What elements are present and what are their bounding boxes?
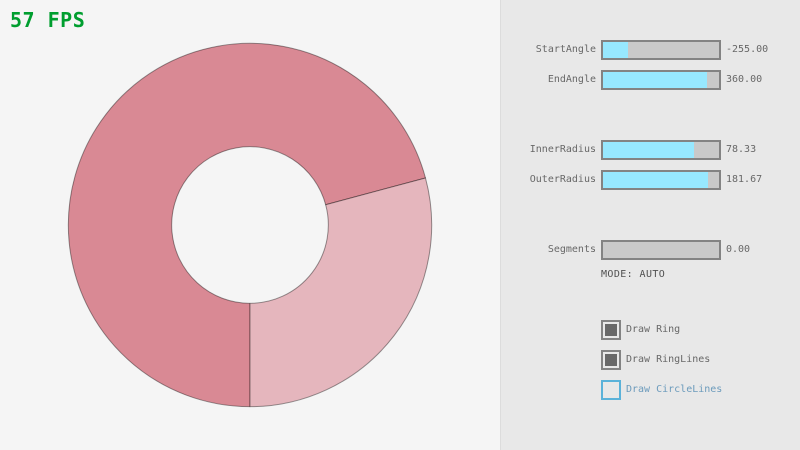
end-angle-label: EndAngle <box>547 74 596 85</box>
inner-radius-row: InnerRadius 78.33 <box>501 140 800 160</box>
draw-circlelines-checkbox[interactable] <box>601 380 621 400</box>
draw-ring-row: Draw Ring <box>501 320 800 340</box>
end-angle-value: 360.00 <box>726 74 763 85</box>
inner-radius-label: InnerRadius <box>529 144 596 155</box>
fps-counter: 57 FPS <box>10 8 86 32</box>
segments-value: 0.00 <box>726 244 751 255</box>
end-angle-row: EndAngle 360.00 <box>501 70 800 90</box>
segments-row: Segments 0.00 <box>501 240 800 260</box>
start-angle-label: StartAngle <box>535 44 596 55</box>
outer-radius-slider-fill <box>603 172 709 188</box>
controls-panel: StartAngle -255.00 EndAngle 360.00 Inner… <box>500 0 800 450</box>
outer-radius-row: OuterRadius 181.67 <box>501 170 800 190</box>
outer-radius-slider[interactable] <box>601 170 721 190</box>
draw-ring-checkmark <box>605 324 617 336</box>
inner-radius-slider-fill <box>603 142 694 158</box>
outer-radius-label: OuterRadius <box>529 174 596 185</box>
segments-slider[interactable] <box>601 240 721 260</box>
start-angle-row: StartAngle -255.00 <box>501 40 800 60</box>
outer-radius-value: 181.67 <box>726 174 763 185</box>
inner-radius-value: 78.33 <box>726 144 757 155</box>
draw-ring-checkbox[interactable] <box>601 320 621 340</box>
draw-ringlines-row: Draw RingLines <box>501 350 800 370</box>
ring-overlap-segment <box>67 42 427 408</box>
end-angle-slider[interactable] <box>601 70 721 90</box>
draw-ringlines-checkmark <box>605 354 617 366</box>
draw-circlelines-label: Draw CircleLines <box>626 384 723 395</box>
start-angle-slider[interactable] <box>601 40 721 60</box>
mode-label: MODE: AUTO <box>601 269 666 280</box>
ring-single-segment <box>249 177 433 408</box>
draw-ringlines-checkbox[interactable] <box>601 350 621 370</box>
draw-ring-label: Draw Ring <box>626 324 681 335</box>
end-angle-slider-fill <box>603 72 708 88</box>
inner-radius-slider[interactable] <box>601 140 721 160</box>
start-angle-value: -255.00 <box>726 44 769 55</box>
draw-ringlines-label: Draw RingLines <box>626 354 711 365</box>
start-angle-slider-fill <box>603 42 629 58</box>
segments-label: Segments <box>547 244 596 255</box>
draw-circlelines-row: Draw CircleLines <box>501 380 800 400</box>
